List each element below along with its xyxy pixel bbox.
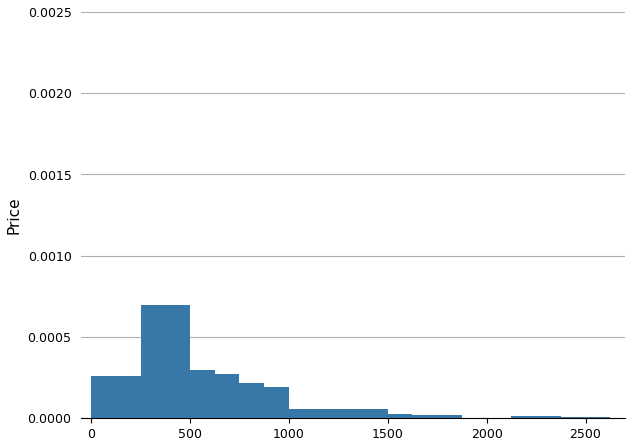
Bar — [413, 415, 437, 418]
Bar — [116, 376, 140, 418]
Bar — [190, 370, 215, 418]
Bar — [91, 376, 116, 418]
Bar — [166, 305, 190, 418]
Bar — [240, 383, 264, 418]
Bar — [511, 416, 536, 418]
Bar — [561, 417, 585, 418]
Bar — [585, 417, 611, 418]
Bar — [437, 415, 462, 418]
Bar — [215, 375, 240, 418]
Y-axis label: Price: Price — [7, 196, 22, 234]
Bar — [388, 414, 413, 418]
Bar — [363, 409, 388, 418]
Bar — [313, 409, 338, 418]
Bar — [338, 409, 363, 418]
Bar — [264, 388, 289, 418]
Bar — [536, 416, 561, 418]
Bar — [289, 409, 313, 418]
Bar — [140, 305, 166, 418]
